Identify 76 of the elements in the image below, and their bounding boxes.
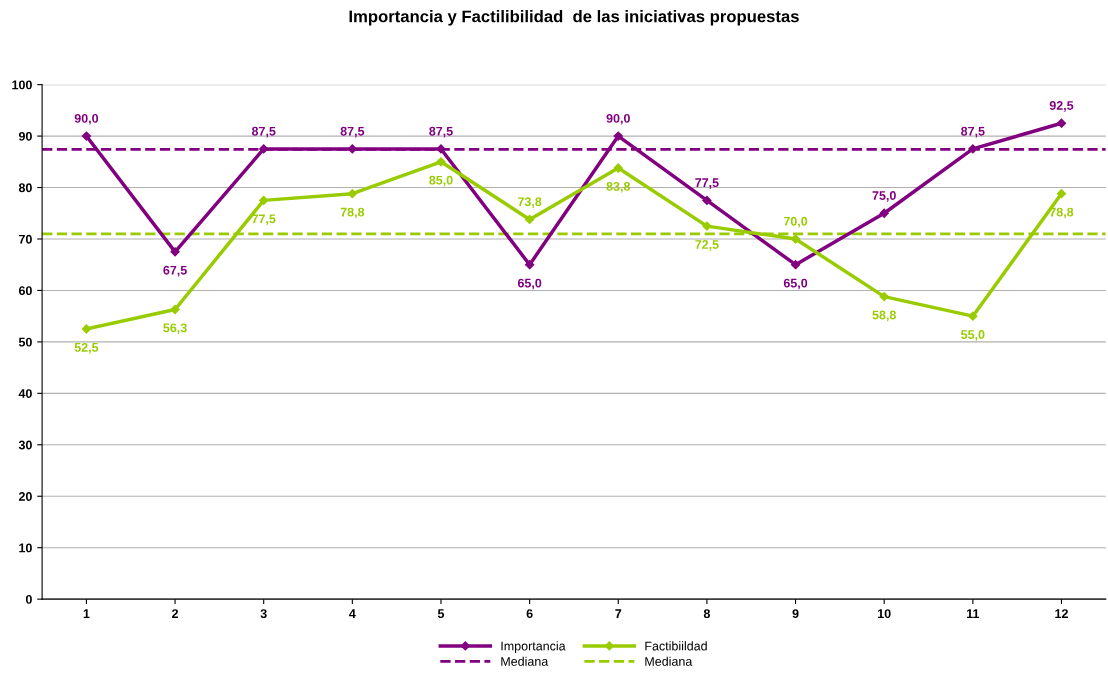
data-label: 58,8 (872, 310, 896, 322)
x-tick-label: 2 (172, 609, 179, 618)
point (81, 324, 92, 334)
y-tick-label: 40 (18, 389, 32, 398)
data-label: 78,8 (340, 207, 365, 219)
y-tick-label: 100 (12, 80, 32, 90)
chart-title: Importancia y Factilibilidad de las iniciativas propuestas (349, 10, 799, 26)
point (613, 163, 623, 173)
y-tick-label: 70 (19, 234, 32, 244)
x-tick-label: 11 (967, 609, 980, 618)
y-tick-label: 10 (19, 543, 32, 553)
x-tick-label: 8 (703, 609, 710, 619)
data-label: 56,3 (163, 323, 187, 335)
x-tick-label: 10 (878, 609, 891, 619)
legend-label: Mediana (645, 656, 693, 666)
data-label: 87,5 (961, 126, 985, 138)
point (170, 304, 180, 315)
x-tick-label: 12 (1055, 609, 1068, 618)
data-label: 75,0 (872, 191, 896, 202)
point (436, 157, 446, 167)
legend-label: Mediana (501, 656, 549, 666)
point (790, 234, 801, 244)
point (702, 221, 712, 231)
point (259, 195, 269, 206)
point (1056, 189, 1067, 199)
legend-label: Importancia (501, 641, 566, 653)
data-label: 52,5 (74, 342, 99, 354)
y-tick-label: 50 (18, 337, 32, 347)
point (968, 311, 978, 321)
data-label: 87,5 (429, 126, 453, 138)
x-tick-label: 7 (615, 609, 622, 618)
point (525, 214, 535, 225)
data-label: 70,0 (783, 216, 808, 228)
legend-label: Factibiildad (645, 641, 707, 651)
point (170, 247, 180, 257)
x-tick-label: 1 (83, 609, 90, 618)
x-tick-label: 3 (260, 609, 267, 619)
y-tick-label: 60 (18, 286, 32, 296)
data-label: 83,8 (606, 181, 631, 193)
point (81, 131, 92, 141)
data-label: 77,5 (252, 214, 276, 225)
data-label: 90,0 (74, 113, 99, 125)
x-tick-label: 6 (526, 609, 533, 619)
y-tick-label: 90 (18, 131, 32, 141)
point (1056, 118, 1067, 128)
y-tick-label: 80 (18, 183, 32, 193)
point (259, 144, 269, 154)
x-tick-label: 5 (437, 609, 445, 619)
point (879, 208, 889, 218)
point (790, 260, 801, 270)
point (702, 195, 712, 206)
y-tick-label: 20 (18, 492, 32, 501)
x-tick-label: 4 (349, 609, 356, 618)
point (879, 291, 889, 302)
data-label: 72,5 (695, 240, 719, 251)
data-label: 65,0 (517, 278, 542, 290)
data-label: 87,5 (251, 126, 276, 138)
y-tick-label: 30 (18, 440, 32, 450)
data-label: 77,5 (695, 178, 719, 189)
point (968, 144, 978, 154)
point (436, 144, 446, 154)
point (347, 189, 357, 199)
data-label: 92,5 (1049, 101, 1074, 112)
data-label: 67,5 (163, 265, 187, 277)
data-label: 85,0 (429, 175, 453, 187)
data-label: 55,0 (961, 330, 985, 341)
y-tick-label: 0 (25, 594, 32, 604)
point (613, 131, 623, 141)
x-tick-label: 9 (792, 609, 799, 619)
data-label: 87,5 (340, 126, 365, 138)
point (525, 260, 535, 270)
data-label: 73,8 (518, 197, 542, 208)
data-label: 78,8 (1049, 207, 1074, 219)
point (347, 144, 357, 154)
data-label: 65,0 (783, 278, 808, 290)
data-label: 90,0 (606, 113, 630, 125)
